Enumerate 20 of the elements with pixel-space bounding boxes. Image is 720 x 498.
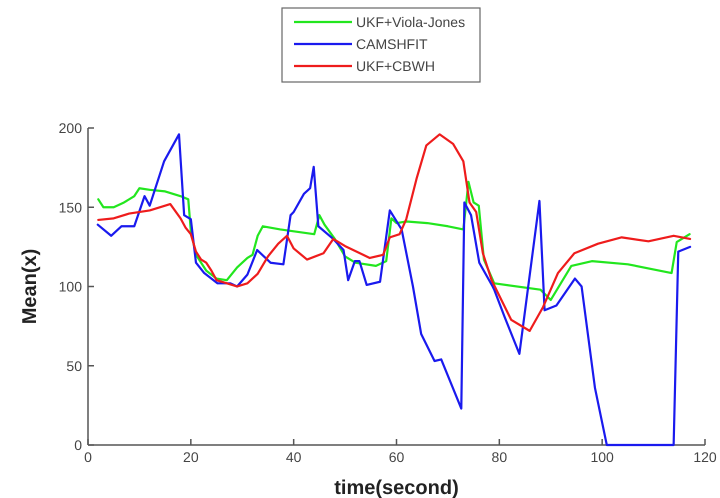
y-tick-label: 0 [74, 437, 82, 453]
legend-label: UKF+Viola-Jones [356, 14, 466, 30]
x-tick-label: 0 [84, 449, 92, 465]
y-tick-label: 100 [58, 278, 82, 294]
x-tick-label: 20 [183, 449, 199, 465]
y-tick-label: 200 [58, 120, 82, 136]
legend-label: CAMSHFIT [356, 36, 428, 52]
line-series [97, 133, 692, 332]
legend-label: UKF+CBWH [356, 58, 435, 74]
x-tick-label: 60 [388, 449, 404, 465]
x-tick-label: 40 [286, 449, 302, 465]
y-axis-title: Mean(x) [19, 248, 41, 324]
y-tick-label: 150 [58, 199, 82, 216]
y-tick-label: 50 [66, 358, 82, 374]
line-series [96, 133, 692, 446]
x-tick-label: 80 [492, 449, 508, 465]
line-series [97, 180, 691, 302]
x-axis-title: time(second) [334, 477, 459, 498]
x-tick-label: 120 [693, 449, 717, 465]
x-tick-label: 100 [590, 449, 614, 465]
